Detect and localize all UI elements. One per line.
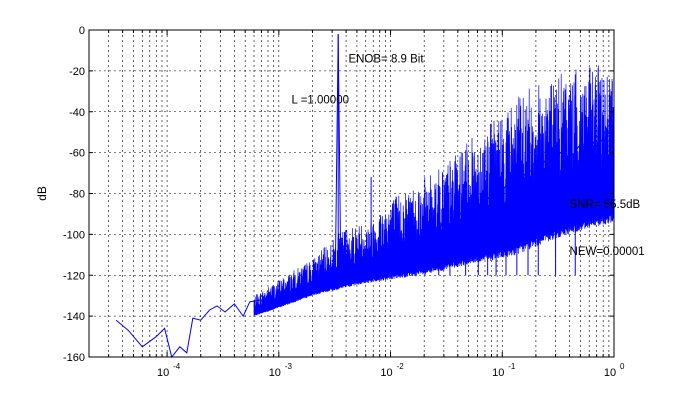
- y-tick-label: -80: [69, 189, 85, 201]
- series-line: [115, 34, 615, 359]
- annotation-text: NEW=0.00001: [570, 246, 645, 258]
- ticks: 0-20-40-60-80-100-120-140-16010-410-310-…: [63, 25, 625, 379]
- y-tick-label: -40: [69, 107, 85, 119]
- y-tick-label: -120: [63, 270, 85, 282]
- annotation-text: SNR= 55.5dB: [570, 199, 641, 211]
- x-tick-label: 10: [380, 367, 392, 379]
- x-tick-label: 10: [157, 367, 169, 379]
- y-tick-label: -20: [69, 66, 85, 78]
- y-tick-label: -60: [69, 148, 85, 160]
- x-tick-label: 10: [269, 367, 281, 379]
- x-tick-exponent: 0: [620, 362, 625, 371]
- annotation-text: L =1.00000: [292, 95, 349, 107]
- y-tick-label: -140: [63, 311, 85, 323]
- data-layer: [115, 34, 615, 359]
- x-tick-exponent: -2: [397, 362, 405, 371]
- plot-area: 0-20-40-60-80-100-120-140-16010-410-310-…: [63, 25, 645, 379]
- x-tick-label: 10: [604, 367, 616, 379]
- x-tick-label: 10: [492, 367, 504, 379]
- annotation-text: ENOB= 8.9 Bit: [348, 54, 424, 66]
- y-tick-label: -160: [63, 352, 85, 364]
- y-axis-label: dB: [35, 186, 49, 201]
- annotations: ENOB= 8.9 Bit L =1.00000 SNR= 55.5dB NEW=0.…: [292, 54, 645, 258]
- x-tick-exponent: -3: [285, 362, 293, 371]
- y-tick-label: -100: [63, 229, 85, 241]
- x-tick-exponent: -1: [508, 362, 516, 371]
- y-tick-label: 0: [79, 25, 85, 37]
- x-tick-exponent: -4: [173, 362, 181, 371]
- noise-band: [253, 65, 615, 316]
